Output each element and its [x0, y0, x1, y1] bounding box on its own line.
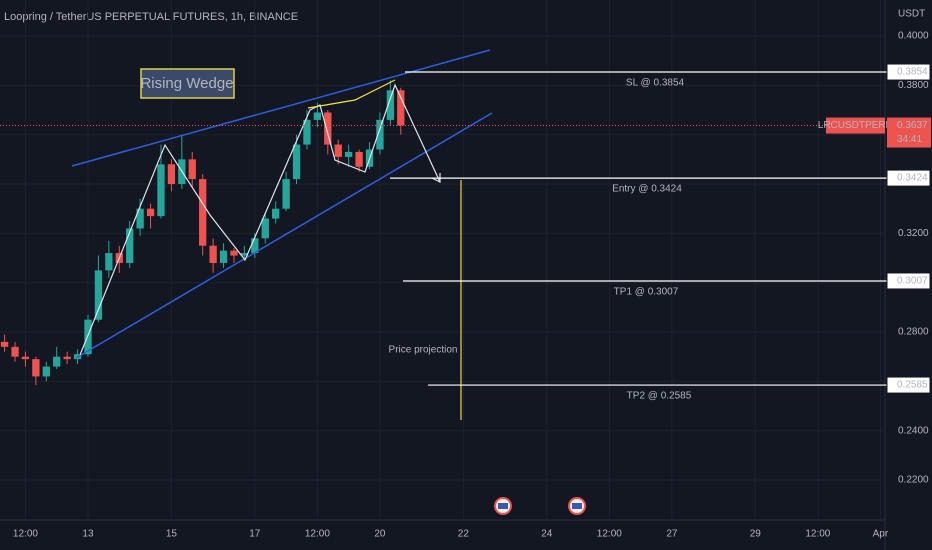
candle-body [230, 250, 238, 256]
candle-body [209, 245, 217, 263]
level-badge-label: 0.3007 [897, 276, 928, 287]
symbol-label: LRCUSDTPERP [818, 120, 893, 131]
candle-body [324, 112, 332, 145]
candle-body [0, 341, 9, 347]
x-tick-label: 15 [166, 529, 178, 540]
candle-body [376, 119, 384, 150]
level-label: TP1 @ 0.3007 [614, 287, 679, 298]
level-badge [886, 376, 931, 394]
y-axis-label: USDT [898, 9, 925, 20]
candle-body [251, 238, 259, 254]
level-label: TP2 @ 0.2585 [627, 391, 692, 402]
candle-body [355, 151, 363, 167]
candle-body [42, 366, 50, 377]
x-tick-label: Apr [873, 529, 889, 540]
candle-body [345, 151, 353, 157]
y-tick-label: 0.2400 [898, 425, 929, 436]
candle-body [94, 270, 103, 320]
event-icon [494, 497, 512, 515]
candle-body [240, 253, 249, 256]
level-badge [886, 63, 931, 81]
plot [0, 0, 885, 520]
pattern-box [140, 68, 235, 99]
level-badge [886, 272, 931, 290]
candle-body [167, 164, 176, 185]
y-tick-label: 0.3800 [898, 80, 929, 91]
x-tick-label: 17 [249, 529, 261, 540]
candle-body [157, 164, 165, 217]
candle-body [261, 218, 269, 239]
candle-body [334, 144, 342, 157]
level-badge-label: 0.3424 [897, 173, 928, 184]
candle-body [199, 179, 207, 246]
candle-body [32, 359, 40, 377]
y-tick-label: 0.2800 [898, 327, 929, 338]
event-icon [568, 497, 586, 515]
wedge-lower [75, 112, 493, 359]
x-tick-label: 20 [374, 529, 386, 540]
candle-body [292, 144, 301, 180]
x-tick-label: 12:00 [597, 529, 622, 540]
candle-body [397, 90, 405, 126]
candle-body [136, 208, 144, 229]
x-tick-label: 13 [82, 529, 94, 540]
y-tick-label: 0.4000 [898, 31, 929, 42]
price-badge [887, 117, 931, 148]
x-tick-label: 24 [541, 529, 553, 540]
arrow-head [431, 173, 441, 183]
candle-body [313, 112, 322, 120]
candle-body [21, 356, 30, 360]
symbol-badge [826, 117, 885, 134]
x-tick-label: 12:00 [805, 529, 830, 540]
candle-body [188, 159, 196, 180]
candle-body [84, 319, 92, 355]
price-label: 0.3637 [897, 120, 928, 131]
zigzag [79, 83, 441, 356]
x-tick-label: 12:00 [13, 529, 38, 540]
x-tick-label: 27 [666, 529, 678, 540]
candle-body [303, 119, 311, 145]
level-label: Entry @ 0.3424 [612, 184, 682, 195]
x-tick-label: 12:00 [305, 529, 330, 540]
wedge-top-line [307, 79, 396, 109]
level-label: SL @ 0.3854 [626, 78, 685, 89]
x-tick-label: 22 [458, 529, 470, 540]
candle-body [63, 356, 71, 360]
level-badge-label: 0.3854 [897, 67, 928, 78]
level-badge [886, 169, 931, 187]
projection-label: Price projection [389, 345, 458, 356]
candle-body [146, 208, 155, 217]
candle-body [282, 179, 290, 209]
candle-body [126, 228, 134, 263]
candle-body [11, 346, 19, 357]
x-tick-label: 29 [750, 529, 762, 540]
candle-body [53, 356, 61, 367]
chart-title: Loopring / TetherUS PERPETUAL FUTURES, 1… [4, 11, 298, 23]
candle-body [386, 90, 395, 120]
y-tick-label: 0.3200 [898, 228, 929, 239]
pattern-label: Rising Wedge [140, 75, 233, 92]
y-tick-label: 0.2200 [898, 475, 929, 486]
candle-body [272, 208, 280, 219]
countdown-label: 34:41 [897, 134, 922, 145]
candle-body [219, 250, 228, 263]
level-badge-label: 0.2585 [897, 380, 928, 391]
candle-body [105, 253, 113, 271]
wedge-upper [71, 49, 491, 167]
